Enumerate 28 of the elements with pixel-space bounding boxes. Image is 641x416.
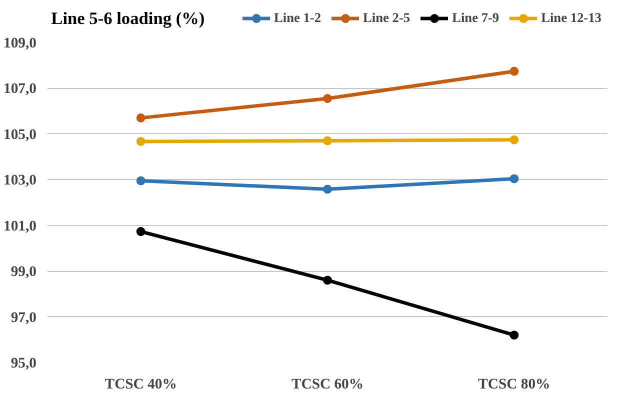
point [510,174,519,184]
point [136,227,146,236]
x-tick-label: TCSC 80% [478,376,550,392]
legend-label: Line 7-9 [452,10,500,26]
y-tick-label: 99,0 [10,264,37,280]
point [323,136,332,146]
y-tick-label: 103,0 [4,172,37,189]
point [510,66,519,76]
point [323,94,332,103]
point [136,113,146,122]
point [136,136,146,146]
legend-label: Line 12-13 [541,10,602,26]
y-tick-label: 109,0 [4,36,37,52]
legend-label: Line 2-5 [363,10,410,26]
y-tick-label: 97,0 [10,310,37,326]
point [323,276,332,285]
y-tick-label: 107,0 [4,81,37,98]
point [510,135,519,144]
y-tick-label: 105,0 [4,126,37,143]
chart-title: Line 5-6 loading (%) [51,9,205,28]
legend-label: Line 1-2 [274,10,322,26]
point [136,176,146,186]
y-tick-label: 95,0 [10,356,37,372]
y-tick-label: 101,0 [4,218,37,234]
x-tick-label: TCSC 60% [291,376,364,392]
point [510,330,519,340]
x-tick-label: TCSC 40% [104,376,177,392]
point [323,184,332,194]
